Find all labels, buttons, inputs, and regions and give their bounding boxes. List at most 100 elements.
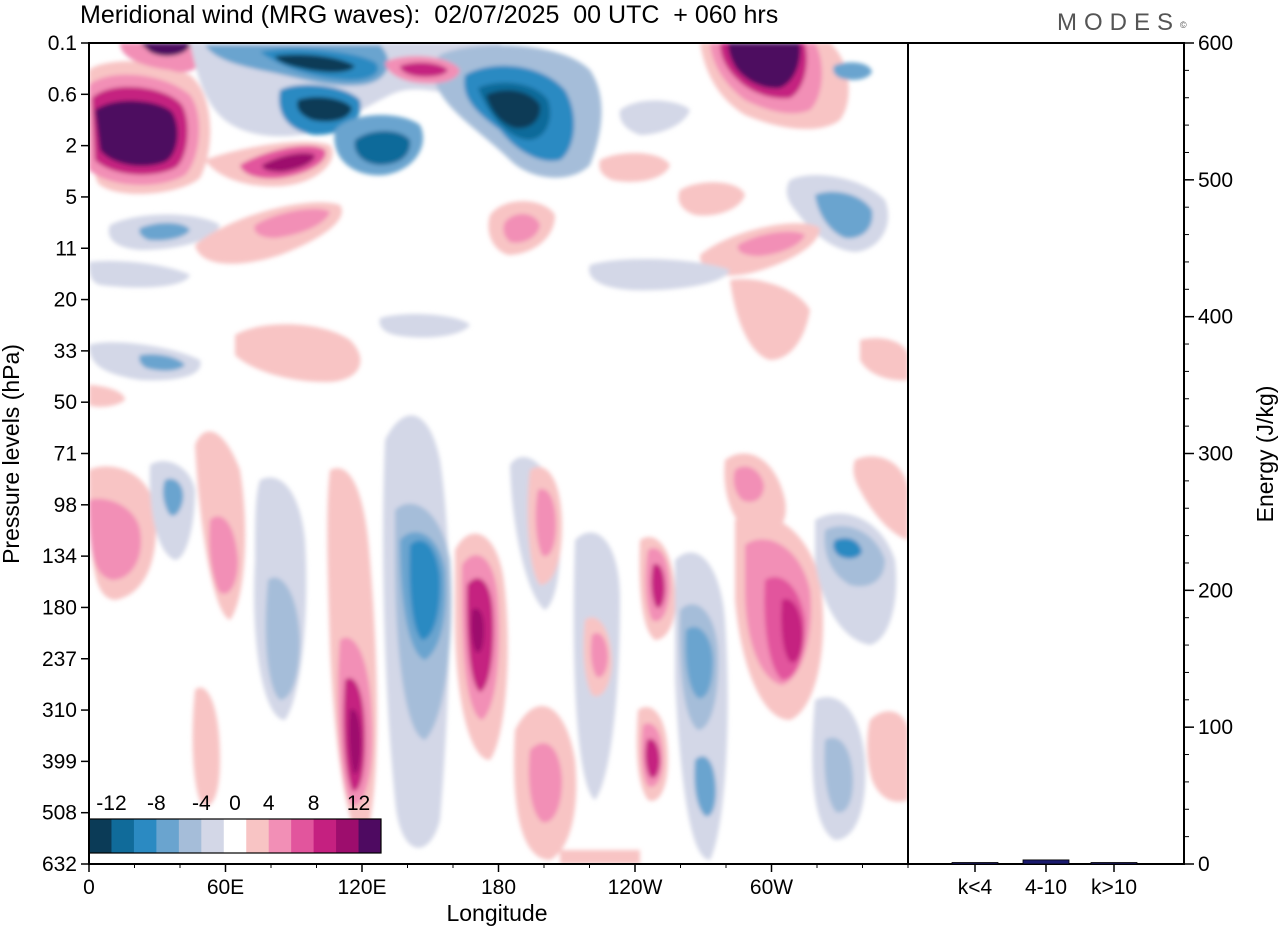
feature-pale-blue-7	[379, 314, 470, 338]
feature-purple-13	[471, 608, 484, 653]
logo-text: MODES	[1057, 9, 1181, 36]
colorbar-swatch	[201, 819, 225, 853]
feature-pink-2	[254, 208, 330, 238]
colorbar-label: -4	[192, 792, 211, 815]
feature-pale-pink-9	[860, 338, 908, 381]
feature-pink-15	[528, 743, 562, 823]
feature-pale-blue-4	[89, 260, 190, 288]
colorbar-swatch	[223, 819, 247, 853]
energy-category-label: k>10	[1091, 876, 1137, 899]
colorbar-swatch	[246, 819, 270, 853]
feature-blue-13c	[694, 756, 716, 817]
colorbar-swatch	[156, 819, 180, 853]
feature-pale-pink-21	[853, 456, 908, 540]
feature-blue-6	[139, 354, 185, 371]
y-axis-title: Pressure levels (hPa)	[0, 344, 24, 564]
y-tick-label: 0.1	[48, 32, 77, 55]
x-tick-label: 120W	[608, 876, 663, 899]
feature-positive-0-1hpa	[89, 61, 211, 194]
colorbar-swatch	[89, 819, 112, 853]
colorbar-label: 0	[229, 792, 241, 815]
energy-panel-frame	[907, 42, 1185, 865]
y-tick-label: 33	[54, 340, 77, 363]
colorbar-swatch	[291, 819, 315, 853]
colorbar-swatch	[336, 819, 360, 853]
feature-pink-3	[503, 214, 540, 243]
feature-pink-16	[590, 632, 608, 678]
feature-pale-pink-24	[560, 850, 640, 864]
feature-pink-4	[737, 231, 805, 256]
y-tick-label: 20	[54, 289, 77, 312]
feature-blue-2	[139, 222, 190, 241]
feature-blue-13b	[685, 626, 713, 699]
y-tick-label: 2	[65, 135, 77, 158]
feature-purple-12	[349, 709, 362, 774]
colorbar-swatch	[268, 819, 292, 853]
feature-blue-3	[815, 191, 873, 239]
colorbar-swatch	[358, 819, 382, 853]
feature-pale-pink-23	[192, 687, 220, 807]
feature-positive-0-3hpa-core	[400, 62, 448, 77]
energy-tick-label: 300	[1198, 443, 1233, 466]
energy-category-label: 4-10	[1025, 876, 1067, 899]
feature-pale-blue-1	[619, 100, 690, 135]
x-tick-label: 60W	[750, 876, 793, 899]
colorbar-label: 8	[308, 792, 320, 815]
feature-pink-11	[209, 516, 238, 594]
y-tick-label: 71	[54, 443, 77, 466]
energy-bar	[1090, 862, 1138, 865]
y-axis: 0.1 0.6 2 5 11 20 33 50 71 98 134 180 237 310 399 508 63…	[42, 32, 89, 876]
energy-tick-label: 400	[1198, 306, 1233, 329]
colorbar-label: -8	[147, 792, 166, 815]
feature-blue-10c	[409, 540, 441, 640]
energy-tick-label: 100	[1198, 716, 1233, 739]
colorbar-labels: -12 -8 -4 0 4 8 12	[96, 792, 370, 815]
energy-tick-label: 0	[1198, 853, 1210, 876]
heatmap-field	[89, 43, 908, 864]
y-tick-label: 11	[55, 237, 77, 260]
x-tick-label: 0	[83, 876, 95, 899]
feature-positive-60w-core	[728, 43, 801, 89]
colorbar-swatch	[313, 819, 337, 853]
energy-axis: 0 100 200 300 400 500 600	[1184, 32, 1233, 876]
y-tick-label: 632	[42, 853, 77, 876]
colorbar-swatch	[111, 819, 135, 853]
energy-category-label: k<4	[958, 876, 993, 899]
colorbar	[88, 818, 382, 854]
y-tick-label: 310	[42, 699, 77, 722]
feature-pale-pink-5	[678, 182, 745, 216]
energy-tick-label: 600	[1198, 32, 1233, 55]
feature-blue-9	[265, 577, 300, 700]
y-tick-label: 180	[42, 596, 77, 619]
logo-registered-mark: ©	[1180, 20, 1187, 30]
feature-magenta-17	[651, 563, 665, 608]
y-tick-label: 237	[42, 648, 77, 671]
x-tick-label: 60E	[207, 876, 244, 899]
energy-categories: k<4 4-10 k>10	[958, 864, 1137, 899]
y-tick-label: 5	[65, 186, 77, 209]
y-tick-label: 50	[54, 391, 77, 414]
feature-pale-pink-22	[867, 711, 908, 802]
x-axis: 0 60E 120E 180 120W 60W	[83, 864, 909, 899]
feature-pale-pink-8	[89, 385, 125, 407]
feature-blue-14b	[833, 538, 862, 559]
y-tick-label: 0.6	[48, 83, 77, 106]
feature-blue-8	[163, 478, 184, 516]
energy-tick-label: 200	[1198, 579, 1233, 602]
feature-negative-upper-mid	[433, 45, 602, 178]
feature-magenta-18	[645, 738, 660, 778]
y-tick-label: 399	[42, 750, 77, 773]
x-tick-label: 180	[481, 876, 516, 899]
feature-pale-pink-6	[730, 279, 810, 360]
energy-axis-title: Energy (J/kg)	[1252, 386, 1278, 523]
feature-pink-14	[535, 489, 556, 557]
feature-pink-10	[89, 498, 141, 580]
colorbar-swatch	[133, 819, 157, 853]
colorbar-label: 12	[347, 792, 370, 815]
y-tick-label: 98	[54, 494, 77, 517]
feature-positive-2hpa-core	[262, 153, 315, 172]
modes-logo: MODES©	[1057, 8, 1187, 38]
colorbar-label: 4	[263, 792, 275, 815]
feature-pale-pink-1	[599, 153, 670, 182]
